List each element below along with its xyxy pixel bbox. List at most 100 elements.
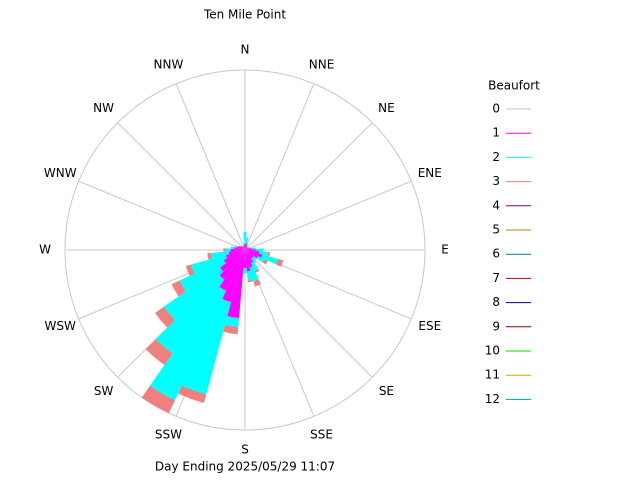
wind-segment <box>245 237 249 244</box>
wind-segment <box>228 250 245 255</box>
outer-ring <box>64 69 426 431</box>
wind-segment <box>210 251 230 259</box>
wind-segment <box>267 252 271 257</box>
spoke <box>244 180 412 251</box>
wind-segment <box>249 246 252 249</box>
wind-segment <box>222 250 245 303</box>
wind-segment <box>246 270 253 281</box>
wind-segment <box>245 246 248 250</box>
legend-label: 4 <box>492 198 500 212</box>
legend-title: Beaufort <box>488 79 540 93</box>
wind-segment <box>245 247 248 250</box>
wind-segment <box>245 247 248 250</box>
wind-segment <box>225 250 245 259</box>
wind-segment <box>155 275 225 354</box>
direction-label: ESE <box>418 319 441 333</box>
x-label: Day Ending 2025/05/29 11:07 <box>155 460 335 474</box>
wind-segment <box>251 247 256 250</box>
wind-segment <box>242 267 248 274</box>
wind-segment <box>181 298 232 395</box>
wind-segment <box>241 245 245 250</box>
wind-segment <box>243 242 245 245</box>
legend-label: 7 <box>492 271 500 285</box>
wind-segment <box>245 250 263 258</box>
wind-segment <box>245 250 253 259</box>
wind-segment <box>234 247 245 250</box>
wind-segment <box>262 259 268 265</box>
legend-label: 6 <box>492 247 500 261</box>
wind-segment <box>178 385 207 404</box>
wind-segment <box>261 254 279 265</box>
chart-title: Ten Mile Point <box>203 8 286 22</box>
wind-segment <box>219 250 245 280</box>
spoke <box>78 180 246 251</box>
legend-label: 9 <box>492 319 500 333</box>
wind-segment <box>185 264 195 276</box>
direction-label: N <box>241 43 250 57</box>
wind-segment <box>236 246 245 250</box>
wind-segment <box>243 244 245 250</box>
direction-label: WNW <box>44 166 77 180</box>
direction-label: NE <box>378 101 395 115</box>
direction-label: NNW <box>154 58 184 72</box>
wind-segment <box>251 261 259 272</box>
direction-label: SSE <box>310 427 333 441</box>
direction-label: NNE <box>309 58 335 72</box>
wind-segment <box>238 245 245 250</box>
wind-segment <box>243 232 247 245</box>
wind-segment <box>245 248 253 250</box>
wind-segment <box>242 246 245 250</box>
spoke <box>175 83 246 251</box>
wind-segment <box>249 266 259 282</box>
wind-segment <box>245 250 251 272</box>
wind-segment <box>255 248 264 252</box>
wind-segment <box>256 256 265 263</box>
wind-segment <box>254 269 260 273</box>
legend-label: 10 <box>485 344 500 358</box>
wind-segment <box>227 250 245 319</box>
wind-segment <box>141 385 176 414</box>
wind-segment <box>245 242 247 250</box>
wind-segment <box>243 250 247 269</box>
wind-segment <box>230 248 245 252</box>
legend-label: 2 <box>492 150 500 164</box>
wind-segment <box>150 286 226 401</box>
legend-label: 3 <box>492 174 500 188</box>
wind-segment <box>245 247 251 250</box>
direction-label: ENE <box>418 166 442 180</box>
direction-label: W <box>39 243 51 257</box>
legend-label: 8 <box>492 295 500 309</box>
wind-segment <box>155 306 175 328</box>
legend-label: 5 <box>492 223 500 237</box>
wind-segment <box>207 252 212 260</box>
direction-label: SE <box>379 384 394 398</box>
wind-segment <box>171 280 187 297</box>
direction-label: WSW <box>45 319 76 333</box>
legend-label: 1 <box>492 126 500 140</box>
direction-label: S <box>241 443 249 457</box>
wind-segment <box>225 248 231 252</box>
wind-segment <box>240 246 245 250</box>
direction-label: SW <box>94 384 114 398</box>
spoke <box>244 122 373 251</box>
wind-segment <box>275 258 284 267</box>
wind-segment <box>244 244 246 250</box>
legend-label: 0 <box>492 102 500 116</box>
spoke <box>117 122 246 251</box>
direction-label: SSW <box>155 427 182 441</box>
wind-segment <box>247 279 254 283</box>
wind-segment <box>251 257 257 264</box>
wind-segment <box>245 250 259 259</box>
wind-segment <box>179 259 226 292</box>
wind-segment <box>245 250 260 254</box>
wind-segment <box>245 250 253 268</box>
wind-segment <box>252 256 257 261</box>
spoke <box>244 249 373 378</box>
wind-segment <box>230 246 235 250</box>
wind-segment <box>245 247 249 250</box>
legend-label: 12 <box>485 392 500 406</box>
wind-segment <box>145 339 173 366</box>
wind-segment <box>219 250 245 272</box>
wind-segment <box>245 250 254 264</box>
wind-segment <box>258 251 269 257</box>
